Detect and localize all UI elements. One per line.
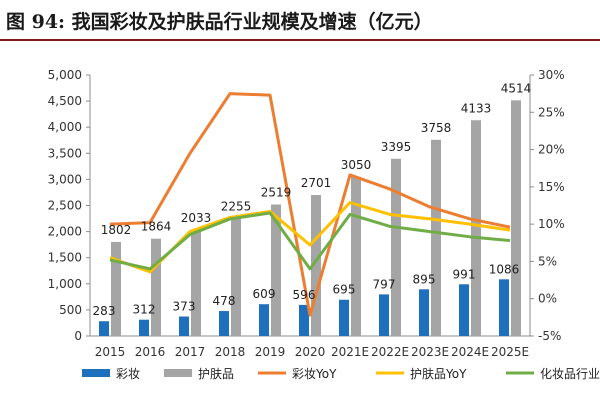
x-tick-label: 2019 bbox=[255, 345, 286, 359]
bar-skincare bbox=[231, 218, 241, 336]
title-divider bbox=[0, 39, 600, 41]
bar-skincare bbox=[311, 195, 321, 336]
bar-makeup bbox=[499, 279, 509, 336]
left-tick-label: 4,000 bbox=[48, 120, 82, 134]
bar-makeup bbox=[419, 289, 429, 336]
left-tick-label: 5,000 bbox=[48, 68, 82, 82]
skincare-value-label: 3395 bbox=[381, 140, 412, 154]
x-tick-label: 2015 bbox=[95, 345, 126, 359]
x-tick-label: 2020 bbox=[295, 345, 326, 359]
bar-skincare bbox=[471, 120, 481, 336]
left-tick-label: 2,000 bbox=[48, 225, 82, 239]
bar-makeup bbox=[379, 294, 389, 336]
makeup-value-label: 695 bbox=[333, 283, 356, 297]
left-tick-label: 4,500 bbox=[48, 94, 82, 108]
right-tick-label: 20% bbox=[538, 143, 565, 157]
left-tick-label: 1,500 bbox=[48, 251, 82, 265]
right-tick-label: -5% bbox=[538, 329, 561, 343]
legend-label: 彩妆 bbox=[116, 367, 140, 381]
bar-makeup bbox=[339, 299, 349, 336]
makeup-value-label: 283 bbox=[93, 304, 116, 318]
bar-skincare bbox=[391, 158, 401, 336]
bar-makeup bbox=[99, 321, 109, 336]
left-tick-label: 0 bbox=[74, 329, 82, 343]
bar-skincare bbox=[511, 100, 521, 336]
makeup-value-label: 895 bbox=[413, 272, 436, 286]
x-tick-label: 2022E bbox=[371, 345, 409, 359]
x-tick-label: 2024E bbox=[451, 345, 489, 359]
right-tick-label: 5% bbox=[538, 254, 557, 268]
title-bar: 图 94: 我国彩妆及护肤品行业规模及增速（亿元） bbox=[0, 0, 600, 41]
right-tick-label: 10% bbox=[538, 217, 565, 231]
right-tick-label: 0% bbox=[538, 292, 557, 306]
legend-swatch bbox=[82, 369, 110, 377]
makeup-value-label: 478 bbox=[213, 294, 236, 308]
bar-makeup bbox=[219, 311, 229, 336]
legend-label: 化妆品行业YoY bbox=[540, 367, 600, 381]
left-tick-label: 500 bbox=[59, 303, 82, 317]
bar-skincare bbox=[111, 241, 121, 336]
skincare-value-label: 4133 bbox=[461, 101, 492, 115]
left-tick-label: 1,000 bbox=[48, 277, 82, 291]
right-tick-label: 30% bbox=[538, 68, 565, 82]
legend-label: 护肤品YoY bbox=[410, 366, 467, 381]
x-tick-label: 2021E bbox=[331, 345, 369, 359]
makeup-value-label: 991 bbox=[453, 267, 476, 281]
right-tick-label: 25% bbox=[538, 105, 565, 119]
legend-swatch bbox=[164, 369, 192, 377]
skincare-value-label: 2701 bbox=[301, 176, 332, 190]
skincare-value-label: 2519 bbox=[261, 186, 292, 200]
bar-skincare bbox=[351, 176, 361, 336]
makeup-value-label: 596 bbox=[293, 288, 316, 302]
left-tick-label: 3,000 bbox=[48, 172, 82, 186]
makeup-value-label: 1086 bbox=[489, 262, 520, 276]
legend-label: 护肤品 bbox=[198, 366, 234, 381]
bar-skincare bbox=[191, 229, 201, 336]
skincare-value-label: 3758 bbox=[421, 121, 452, 135]
x-tick-label: 2023E bbox=[411, 345, 449, 359]
bar-skincare bbox=[431, 139, 441, 336]
makeup-value-label: 797 bbox=[373, 277, 396, 291]
line-makeup-yoy bbox=[109, 92, 511, 317]
makeup-value-label: 609 bbox=[253, 287, 276, 301]
skincare-value-label: 4514 bbox=[501, 81, 532, 95]
x-tick-label: 2016 bbox=[135, 345, 166, 359]
makeup-value-label: 373 bbox=[173, 300, 196, 314]
bar-skincare bbox=[271, 204, 281, 336]
x-tick-label: 2018 bbox=[215, 345, 246, 359]
legend-label: 彩妆YoY bbox=[292, 367, 337, 381]
x-tick-label: 2017 bbox=[175, 345, 206, 359]
bar-makeup bbox=[179, 316, 189, 336]
bar-makeup bbox=[299, 304, 309, 336]
bar-makeup bbox=[259, 304, 269, 336]
makeup-value-label: 312 bbox=[133, 303, 156, 317]
left-tick-label: 2,500 bbox=[48, 199, 82, 213]
bar-makeup bbox=[139, 319, 149, 336]
skincare-value-label: 2255 bbox=[221, 199, 252, 213]
left-tick-label: 3,500 bbox=[48, 146, 82, 160]
skincare-value-label: 2033 bbox=[181, 211, 212, 225]
line-cosmetics-yoy bbox=[109, 211, 511, 271]
skincare-value-label: 1802 bbox=[101, 223, 132, 237]
skincare-value-label: 1864 bbox=[141, 220, 172, 234]
chart-title: 图 94: 我国彩妆及护肤品行业规模及增速（亿元） bbox=[6, 11, 433, 33]
skincare-value-label: 3050 bbox=[341, 158, 372, 172]
x-tick-label: 2025E bbox=[491, 345, 529, 359]
bar-makeup bbox=[459, 284, 469, 336]
right-tick-label: 15% bbox=[538, 180, 565, 194]
bar-skincare bbox=[151, 238, 161, 336]
